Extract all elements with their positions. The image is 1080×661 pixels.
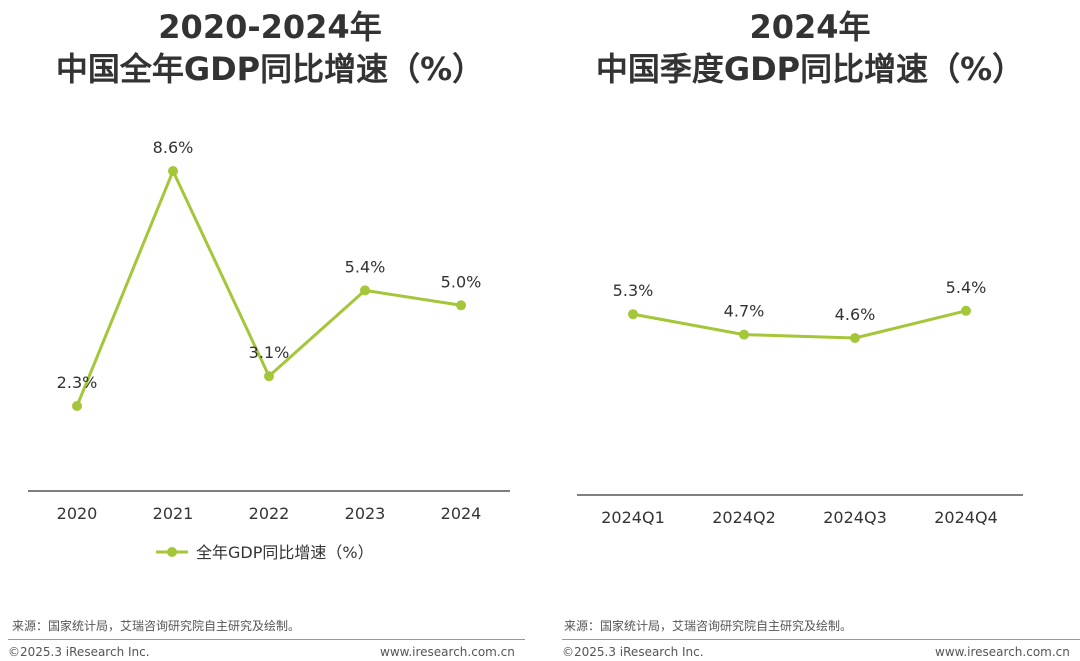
x-tick-label: 2024Q4 (934, 508, 998, 527)
data-point (456, 300, 466, 311)
legend-marker-swatch (167, 547, 177, 557)
x-tick-label: 2021 (153, 504, 194, 523)
data-point (961, 305, 971, 316)
chart-title-line1: 2020-2024年 (158, 8, 382, 46)
legend: 全年GDP同比增速（%） (156, 543, 374, 562)
data-point (850, 333, 860, 343)
x-tick-label: 2024Q3 (823, 508, 887, 527)
source-note: 来源：国家统计局，艾瑞咨询研究院自主研究及绘制。 (564, 619, 853, 633)
data-label: 2.3% (57, 373, 98, 392)
copyright-text: ©2025.3 iResearch Inc. (562, 645, 704, 659)
annual-gdp-panel: 2020-2024年 中国全年GDP同比增速（%） 2.3% 2020 8.6% 20… (0, 6, 540, 659)
data-point (628, 309, 638, 320)
chart-title-line1: 2024年 (749, 8, 871, 46)
x-tick-label: 2024Q2 (712, 508, 776, 527)
quarterly-gdp-panel: 2024年 中国季度GDP同比增速（%） 5.3% 2024Q1 4.7% 2024Q… (540, 0, 1080, 661)
legend-label: 全年GDP同比增速（%） (196, 543, 374, 562)
footer-divider (8, 639, 525, 640)
x-tick-label: 2023 (345, 504, 386, 523)
data-point (264, 371, 274, 382)
data-label: 5.4% (946, 278, 987, 297)
data-point (360, 285, 370, 296)
chart-title: 2020-2024年 中国全年GDP同比增速（%） (0, 6, 540, 90)
data-point (739, 329, 749, 340)
chart-title: 2024年 中国季度GDP同比增速（%） (540, 6, 1080, 90)
data-label: 4.7% (724, 302, 765, 321)
data-point (72, 401, 82, 411)
x-tick-label: 2024Q1 (601, 508, 665, 527)
source-note: 来源：国家统计局，艾瑞咨询研究院自主研究及绘制。 (12, 619, 301, 633)
website-text: www.iresearch.com.cn (935, 645, 1070, 659)
data-label: 8.6% (153, 138, 194, 157)
footer-divider (562, 639, 1080, 640)
data-label: 4.6% (835, 305, 876, 324)
annual-gdp-line-chart: 2.3% 2020 8.6% 2021 3.1% 2022 5.4% 2023 5.0% 2024… (28, 138, 510, 562)
x-tick-label: 2020 (57, 504, 98, 523)
data-label: 3.1% (249, 343, 290, 362)
quarterly-gdp-line-chart: 5.3% 2024Q1 4.7% 2024Q2 4.6% 2024Q3 5.4% 2024Q4 (577, 278, 1023, 527)
x-tick-label: 2024 (441, 504, 482, 523)
chart-title-line2: 中国全年GDP同比增速（%） (55, 50, 485, 88)
series-line (632, 309, 967, 340)
chart-title-line2: 中国季度GDP同比增速（%） (595, 50, 1025, 88)
copyright-text: ©2025.3 iResearch Inc. (8, 645, 150, 659)
data-point (168, 166, 178, 177)
data-label: 5.3% (613, 281, 654, 300)
website-text: www.iresearch.com.cn (380, 645, 515, 659)
data-label: 5.0% (441, 272, 482, 291)
series-line (75, 169, 462, 407)
data-label: 5.4% (345, 257, 386, 276)
x-tick-label: 2022 (249, 504, 290, 523)
